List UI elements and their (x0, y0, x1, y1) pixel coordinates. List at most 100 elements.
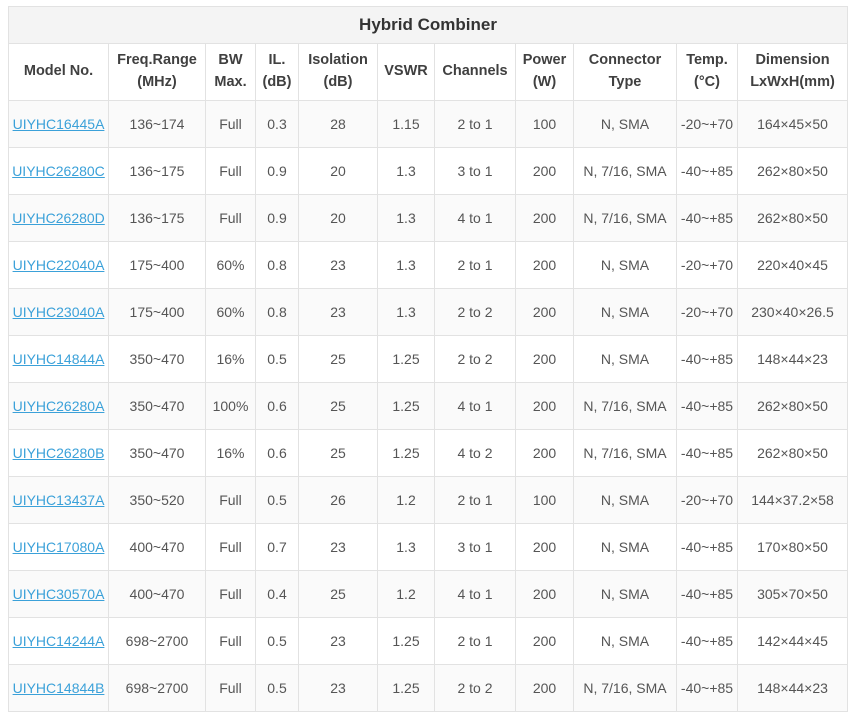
cell-channels: 2 to 1 (434, 100, 516, 148)
cell-freq: 136~175 (108, 194, 206, 242)
cell-freq: 400~470 (108, 570, 206, 618)
cell-vswr: 1.25 (377, 382, 435, 430)
cell-il: 0.7 (255, 523, 299, 571)
cell-temp: -40~+85 (676, 194, 738, 242)
col-header-channels-line: Channels (442, 63, 508, 80)
table-row: UIYHC26280D 136~175 Full 0.9 20 1.3 4 to 1 200 N… (8, 194, 849, 242)
cell-channels: 4 to 2 (434, 429, 516, 477)
cell-bw: Full (205, 147, 256, 195)
cell-power: 200 (515, 147, 574, 195)
cell-power: 200 (515, 335, 574, 383)
cell-freq: 350~470 (108, 429, 206, 477)
cell-model: UIYHC26280D (8, 194, 109, 242)
cell-connector: N, 7/16, SMA (573, 429, 677, 477)
cell-vswr: 1.2 (377, 476, 435, 524)
col-header-connector: Connector Type (573, 43, 677, 101)
model-link[interactable]: UIYHC14844A (12, 351, 105, 367)
cell-dimension: 262×80×50 (736, 429, 849, 477)
cell-connector: N, 7/16, SMA (573, 664, 677, 712)
cell-connector: N, SMA (573, 288, 677, 336)
cell-dimension: 230×40×26.5 (736, 288, 849, 336)
cell-dimension: 170×80×50 (736, 523, 849, 571)
cell-bw: Full (205, 570, 256, 618)
cell-temp: -40~+85 (676, 382, 738, 430)
table-row: UIYHC26280C 136~175 Full 0.9 20 1.3 3 to 1 200 N… (8, 147, 849, 195)
cell-channels: 2 to 2 (434, 664, 516, 712)
model-link[interactable]: UIYHC14844B (12, 680, 105, 696)
cell-il: 0.5 (255, 335, 299, 383)
cell-isolation: 25 (298, 335, 378, 383)
cell-channels: 2 to 1 (434, 617, 516, 665)
model-link[interactable]: UIYHC26280C (12, 163, 105, 179)
cell-freq: 698~2700 (108, 617, 206, 665)
cell-bw: Full (205, 100, 256, 148)
model-link[interactable]: UIYHC26280D (12, 210, 105, 226)
cell-freq: 350~470 (108, 335, 206, 383)
col-header-dimension-line: LxWxH(mm) (750, 74, 835, 90)
col-header-channels: Channels (434, 43, 516, 101)
col-header-model: Model No. (8, 43, 109, 101)
model-link[interactable]: UIYHC13437A (12, 492, 105, 508)
cell-isolation: 23 (298, 288, 378, 336)
table-row: UIYHC14844A 350~470 16% 0.5 25 1.25 2 to 2 200 N… (8, 335, 849, 383)
model-link[interactable]: UIYHC23040A (12, 304, 105, 320)
cell-temp: -20~+70 (676, 100, 738, 148)
col-header-freq: Freq.Range (MHz) (108, 43, 206, 101)
model-link[interactable]: UIYHC14244A (12, 633, 105, 649)
cell-bw: 60% (205, 288, 256, 336)
cell-power: 200 (515, 617, 574, 665)
cell-bw: Full (205, 194, 256, 242)
model-link[interactable]: UIYHC26280B (12, 445, 105, 461)
cell-dimension: 142×44×45 (736, 617, 849, 665)
cell-isolation: 26 (298, 476, 378, 524)
cell-power: 100 (515, 476, 574, 524)
cell-il: 0.8 (255, 288, 299, 336)
table-body: UIYHC16445A 136~174 Full 0.3 28 1.15 2 to 1 100… (8, 100, 849, 712)
model-link[interactable]: UIYHC17080A (12, 539, 105, 555)
cell-dimension: 305×70×50 (736, 570, 849, 618)
cell-bw: 16% (205, 335, 256, 383)
cell-power: 200 (515, 194, 574, 242)
cell-isolation: 23 (298, 664, 378, 712)
cell-bw: 60% (205, 241, 256, 289)
cell-channels: 2 to 2 (434, 335, 516, 383)
cell-vswr: 1.2 (377, 570, 435, 618)
cell-vswr: 1.3 (377, 523, 435, 571)
cell-freq: 698~2700 (108, 664, 206, 712)
cell-power: 200 (515, 288, 574, 336)
cell-il: 0.6 (255, 382, 299, 430)
col-header-isolation-line: Isolation (308, 52, 368, 69)
col-header-vswr: VSWR (377, 43, 435, 101)
cell-model: UIYHC30570A (8, 570, 109, 618)
cell-connector: N, SMA (573, 523, 677, 571)
cell-channels: 2 to 2 (434, 288, 516, 336)
model-link[interactable]: UIYHC26280A (12, 398, 105, 414)
col-header-connector-line: Type (608, 74, 642, 90)
cell-connector: N, SMA (573, 570, 677, 618)
table-row: UIYHC23040A 175~400 60% 0.8 23 1.3 2 to 2 200 N,… (8, 288, 849, 336)
cell-freq: 175~400 (108, 288, 206, 336)
cell-freq: 136~175 (108, 147, 206, 195)
cell-connector: N, SMA (573, 617, 677, 665)
table-row: UIYHC22040A 175~400 60% 0.8 23 1.3 2 to 1 200 N,… (8, 241, 849, 289)
cell-temp: -20~+70 (676, 476, 738, 524)
cell-il: 0.6 (255, 429, 299, 477)
cell-vswr: 1.25 (377, 664, 435, 712)
cell-power: 200 (515, 664, 574, 712)
model-link[interactable]: UIYHC22040A (12, 257, 105, 273)
cell-bw: Full (205, 617, 256, 665)
cell-isolation: 23 (298, 241, 378, 289)
table-row: UIYHC14244A 698~2700 Full 0.5 23 1.25 2 to 1 20… (8, 617, 849, 665)
cell-isolation: 25 (298, 570, 378, 618)
cell-dimension: 148×44×23 (736, 335, 849, 383)
cell-il: 0.5 (255, 617, 299, 665)
col-header-isolation: Isolation (dB) (298, 43, 378, 101)
cell-il: 0.5 (255, 476, 299, 524)
model-link[interactable]: UIYHC30570A (12, 586, 105, 602)
cell-model: UIYHC22040A (8, 241, 109, 289)
table-row: UIYHC13437A 350~520 Full 0.5 26 1.2 2 to 1 100 N… (8, 476, 849, 524)
col-header-freq-line: Freq.Range (117, 52, 197, 69)
model-link[interactable]: UIYHC16445A (12, 116, 105, 132)
cell-dimension: 148×44×23 (736, 664, 849, 712)
cell-freq: 136~174 (108, 100, 206, 148)
